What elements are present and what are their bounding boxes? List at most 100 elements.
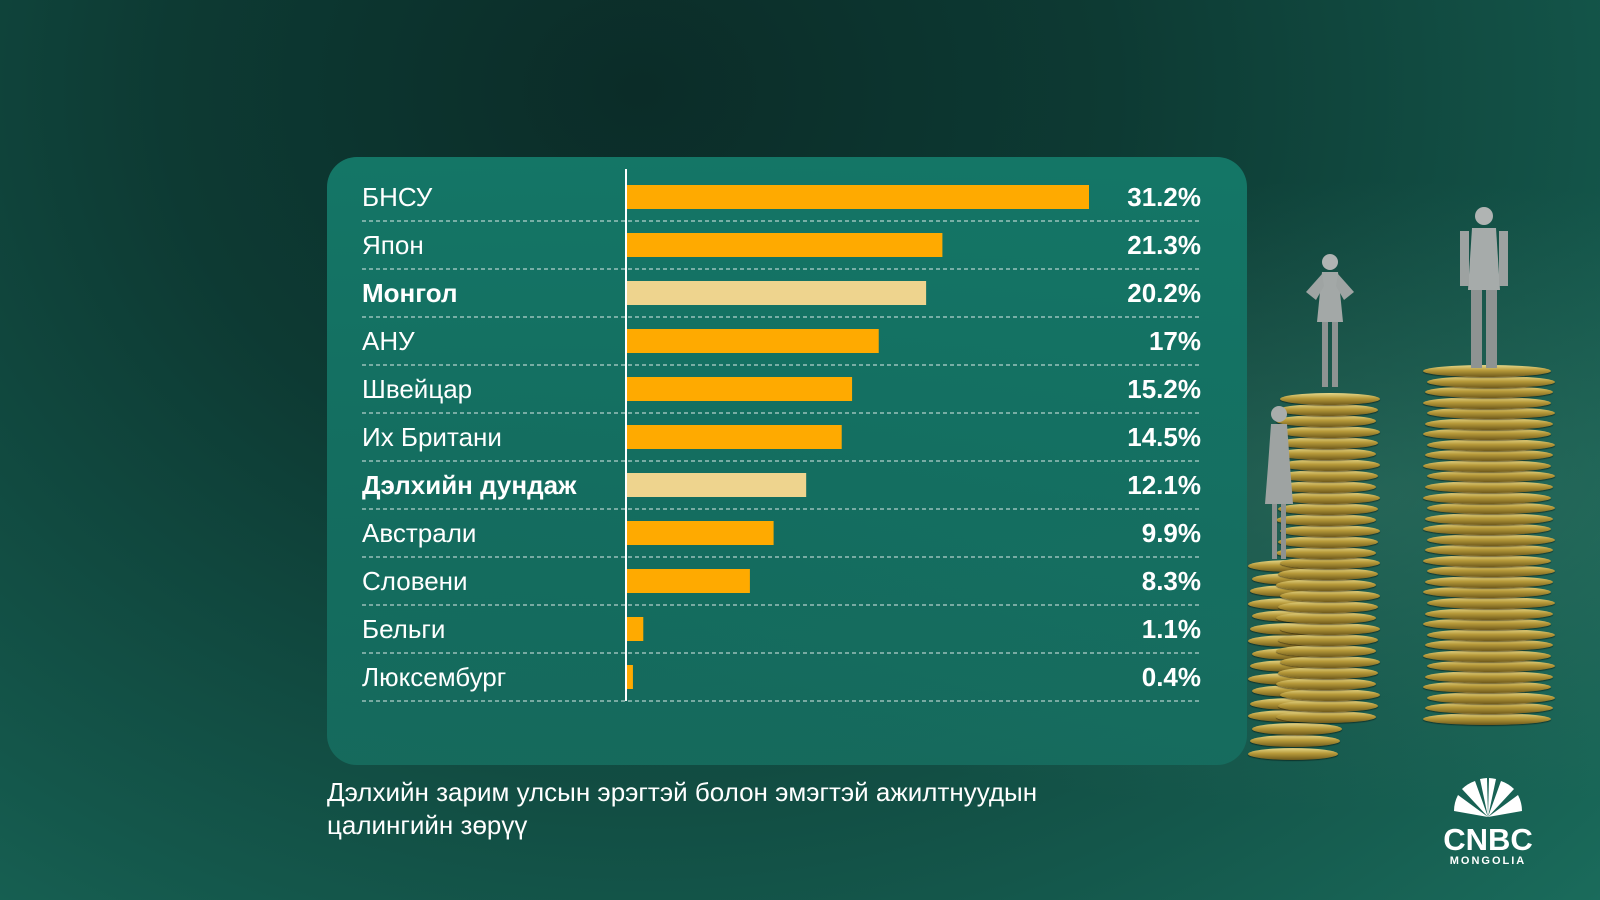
- coin: [1278, 601, 1378, 614]
- category-label: Бельги: [362, 614, 445, 644]
- category-label: Люксембург: [362, 662, 506, 692]
- coin: [1427, 533, 1555, 546]
- coin: [1427, 597, 1555, 609]
- coin: [1427, 691, 1555, 704]
- coin: [1423, 713, 1551, 725]
- coin: [1276, 579, 1376, 592]
- coin: [1423, 586, 1551, 599]
- bar: [627, 473, 807, 497]
- coin: [1278, 667, 1378, 680]
- category-label: Их Британи: [362, 422, 502, 452]
- bar: [627, 329, 879, 353]
- coin: [1280, 524, 1380, 537]
- category-label: Швейцар: [362, 374, 472, 404]
- category-label: Дэлхийн дундаж: [362, 470, 577, 500]
- coin: [1276, 480, 1376, 493]
- coin: [1280, 656, 1380, 669]
- bar: [627, 185, 1089, 209]
- bar: [627, 281, 927, 305]
- category-label: Австрали: [362, 518, 476, 548]
- coin: [1276, 447, 1376, 460]
- value-label: 15.2%: [1127, 374, 1201, 404]
- coin: [1280, 590, 1380, 603]
- coin: [1423, 554, 1551, 567]
- coin: [1425, 702, 1553, 715]
- coin: [1423, 428, 1551, 441]
- category-label: Монгол: [362, 278, 457, 308]
- coin: [1423, 681, 1551, 694]
- coin: [1276, 711, 1376, 723]
- bar: [627, 569, 750, 593]
- bar: [627, 233, 943, 257]
- coin: [1280, 458, 1380, 471]
- coin: [1276, 414, 1376, 427]
- coin: [1423, 396, 1551, 409]
- category-label: БНСУ: [362, 182, 433, 212]
- coin: [1427, 565, 1555, 578]
- coin: [1425, 512, 1553, 525]
- coin: [1425, 386, 1553, 399]
- value-label: 8.3%: [1142, 566, 1201, 596]
- value-label: 17%: [1149, 326, 1201, 356]
- bar: [627, 377, 853, 401]
- coin: [1280, 623, 1380, 636]
- value-label: 1.1%: [1142, 614, 1201, 644]
- coin: [1280, 425, 1380, 438]
- coin: [1276, 513, 1376, 526]
- value-label: 9.9%: [1142, 518, 1201, 548]
- coin: [1423, 649, 1551, 662]
- coin: [1427, 660, 1555, 673]
- coin: [1280, 557, 1380, 570]
- coin: [1423, 365, 1551, 377]
- value-label: 0.4%: [1142, 662, 1201, 692]
- bar: [627, 617, 644, 641]
- value-label: 20.2%: [1127, 278, 1201, 308]
- coin-stack-large: [1423, 365, 1555, 725]
- coin: [1252, 722, 1342, 735]
- coin: [1425, 575, 1553, 588]
- coin: [1425, 481, 1553, 493]
- coin: [1276, 546, 1376, 559]
- coin: [1278, 700, 1378, 713]
- coin: [1248, 748, 1338, 760]
- coin: [1280, 393, 1380, 405]
- woman-figure-icon: [1265, 406, 1293, 559]
- coin: [1278, 634, 1378, 647]
- coin: [1427, 375, 1555, 388]
- bar: [627, 665, 633, 689]
- coin: [1276, 612, 1376, 625]
- coin: [1278, 436, 1378, 449]
- category-label: Япон: [362, 230, 424, 260]
- coin: [1278, 502, 1378, 515]
- value-label: 21.3%: [1127, 230, 1201, 260]
- coin: [1423, 491, 1551, 504]
- coin: [1427, 438, 1555, 451]
- businessman-figure-icon: [1460, 207, 1508, 368]
- coin: [1280, 689, 1380, 702]
- coin: [1423, 523, 1551, 536]
- logo-subtitle: MONGOLIA: [1449, 855, 1527, 867]
- coin: [1278, 535, 1378, 548]
- businesswoman-figure-icon: [1306, 254, 1354, 387]
- coin: [1423, 459, 1551, 472]
- value-label: 12.1%: [1127, 470, 1201, 500]
- chart-caption: Дэлхийн зарим улсын эрэгтэй болон эмэгтэ…: [327, 777, 1038, 840]
- bar: [627, 425, 842, 449]
- coin-stack-medium: [1276, 393, 1380, 723]
- coin: [1427, 502, 1555, 515]
- coin: [1423, 618, 1551, 631]
- coin: [1425, 670, 1553, 683]
- coin: [1278, 469, 1378, 482]
- chart-card: БНСУ 31.2% Япон 21.3% Монгол 20.2% АНУ 17% Швейц…: [327, 157, 1247, 765]
- coin: [1427, 407, 1555, 420]
- coin: [1425, 639, 1553, 652]
- coin: [1250, 735, 1340, 748]
- coin: [1276, 678, 1376, 691]
- coin: [1427, 628, 1555, 641]
- category-label: АНУ: [362, 326, 415, 356]
- coin: [1425, 544, 1553, 557]
- bar: [627, 521, 774, 545]
- coin: [1425, 417, 1553, 430]
- coin: [1278, 568, 1378, 581]
- category-label: Словени: [362, 566, 468, 596]
